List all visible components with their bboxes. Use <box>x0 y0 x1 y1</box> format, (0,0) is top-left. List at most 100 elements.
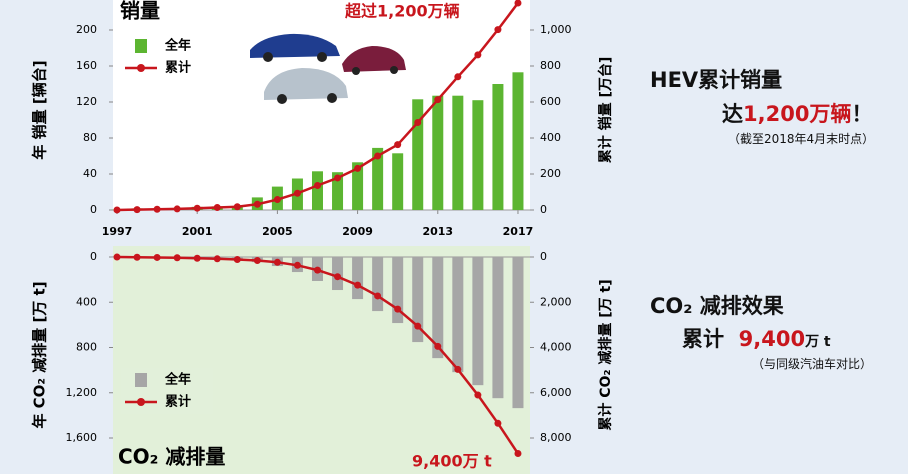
wheel <box>277 94 287 104</box>
point <box>354 281 362 289</box>
point <box>374 152 382 160</box>
bar <box>392 153 404 210</box>
point <box>514 450 522 458</box>
point <box>253 256 261 264</box>
point <box>233 203 241 211</box>
point <box>213 203 221 211</box>
y2-tick-label: 6,000 <box>540 386 572 399</box>
y2-tick-label: 2,000 <box>540 295 572 308</box>
legend-dot <box>137 398 145 406</box>
chart-title: 销量 <box>120 0 160 23</box>
x-tick-label: 2013 <box>422 225 453 238</box>
bar <box>311 171 323 210</box>
x-tick-label: 2001 <box>182 225 213 238</box>
point <box>173 254 181 262</box>
legend-swatch <box>135 39 147 53</box>
point <box>133 253 141 261</box>
y-tick-label: 160 <box>76 59 97 72</box>
point <box>414 322 422 330</box>
sales-note: （截至2018年4月末时点） <box>728 132 875 146</box>
bar <box>392 257 404 324</box>
y-tick-label: 0 <box>90 250 97 263</box>
bar <box>372 147 384 210</box>
point <box>454 365 462 373</box>
text: 累计 <box>682 327 724 351</box>
y2-tick-label: 600 <box>540 95 561 108</box>
point <box>454 73 462 81</box>
point <box>474 391 482 399</box>
y-tick-label: 400 <box>76 295 97 308</box>
y2-axis-label: 累计 CO₂ 减排量 [万 t] <box>597 279 614 430</box>
bar <box>452 257 464 373</box>
y2-tick-label: 1,000 <box>540 23 572 36</box>
bar <box>512 72 524 210</box>
x-tick-label: 2005 <box>262 225 293 238</box>
point <box>313 266 321 274</box>
point <box>474 51 482 59</box>
co2-title: CO₂ 减排效果 <box>650 294 784 318</box>
highlight: 1,200万辆 <box>743 102 852 126</box>
wheel <box>263 52 273 62</box>
y-tick-label: 0 <box>90 203 97 216</box>
y-tick-label: 1,200 <box>66 386 98 399</box>
wheel <box>317 52 327 62</box>
x-tick-label: 1997 <box>102 225 133 238</box>
bar <box>352 257 364 300</box>
point <box>113 206 121 214</box>
bar <box>412 257 424 343</box>
bar <box>412 99 424 210</box>
legend-label: 全年 <box>164 372 191 388</box>
point <box>213 255 221 263</box>
bar <box>492 84 504 210</box>
point <box>414 119 422 127</box>
legend-label: 累计 <box>165 60 191 76</box>
car <box>250 33 340 58</box>
point <box>273 258 281 266</box>
point <box>293 189 301 197</box>
car <box>342 46 406 72</box>
point <box>253 200 261 208</box>
bar <box>332 172 344 210</box>
wheel <box>327 93 337 103</box>
y2-tick-label: 8,000 <box>540 431 572 444</box>
point <box>173 205 181 213</box>
point <box>354 164 362 172</box>
point <box>113 253 121 261</box>
y-axis-label: 年 CO₂ 减排量 [万 t] <box>31 281 49 428</box>
annotation: 超过1,200万辆 <box>344 2 460 21</box>
point <box>334 174 342 182</box>
point <box>494 26 502 34</box>
point <box>133 206 141 214</box>
point <box>514 0 522 7</box>
y-tick-label: 200 <box>76 23 97 36</box>
bar <box>512 257 524 409</box>
point <box>334 273 342 281</box>
y-tick-label: 1,600 <box>66 431 98 444</box>
car-images <box>250 33 406 104</box>
point <box>394 305 402 313</box>
bar <box>472 100 484 210</box>
bar <box>452 95 464 210</box>
point <box>374 292 382 300</box>
legend-label: 累计 <box>165 394 191 410</box>
highlight: 9,400 <box>738 327 806 351</box>
y2-tick-label: 0 <box>540 250 547 263</box>
y-tick-label: 120 <box>76 95 97 108</box>
y2-tick-label: 4,000 <box>540 341 572 354</box>
wheel <box>352 67 360 75</box>
sales-total: 达1,200万辆！ <box>722 98 872 128</box>
co2-total: 累计 9,400万 t <box>682 323 831 353</box>
y2-tick-label: 400 <box>540 131 561 144</box>
car <box>264 68 348 100</box>
legend-swatch <box>135 373 147 387</box>
point <box>193 204 201 212</box>
point <box>193 254 201 262</box>
unit: 万 t <box>805 334 831 350</box>
y-tick-label: 40 <box>83 167 97 180</box>
point <box>153 253 161 261</box>
point <box>293 261 301 269</box>
bar <box>372 257 384 312</box>
y2-tick-label: 200 <box>540 167 561 180</box>
point <box>273 196 281 204</box>
